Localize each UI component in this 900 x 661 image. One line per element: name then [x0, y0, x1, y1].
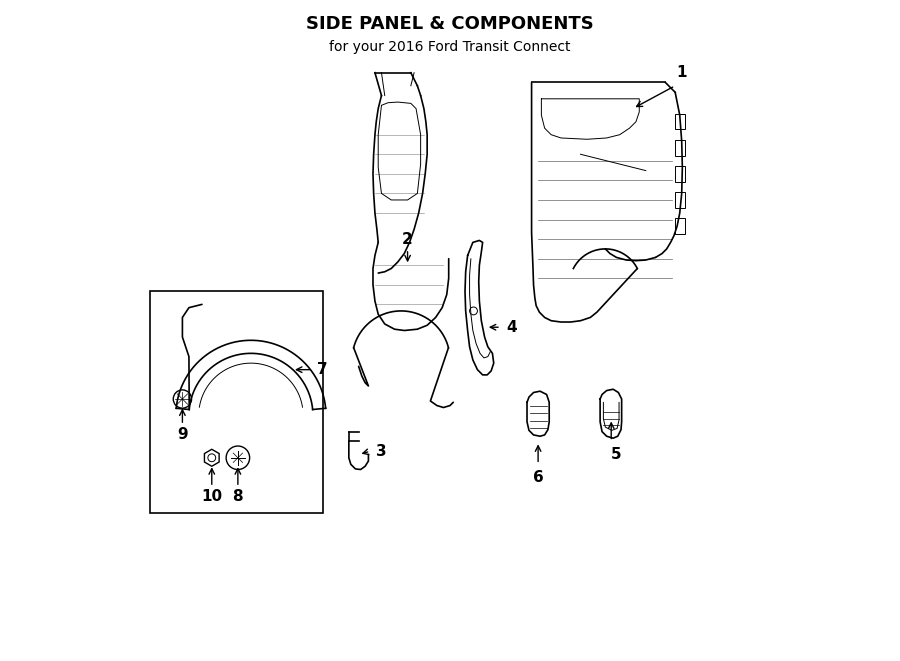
Text: 1: 1: [677, 65, 687, 80]
FancyBboxPatch shape: [675, 218, 685, 234]
Text: 5: 5: [611, 447, 622, 462]
Text: 9: 9: [177, 428, 188, 442]
Text: 7: 7: [318, 362, 328, 377]
Text: 2: 2: [402, 231, 413, 247]
FancyBboxPatch shape: [675, 140, 685, 155]
Text: 3: 3: [376, 444, 387, 459]
Text: SIDE PANEL & COMPONENTS: SIDE PANEL & COMPONENTS: [306, 15, 594, 33]
Bar: [149, 292, 323, 513]
Text: 6: 6: [533, 470, 544, 485]
Text: for your 2016 Ford Transit Connect: for your 2016 Ford Transit Connect: [329, 40, 571, 54]
Text: 8: 8: [232, 489, 243, 504]
FancyBboxPatch shape: [675, 192, 685, 208]
FancyBboxPatch shape: [675, 114, 685, 130]
FancyBboxPatch shape: [675, 166, 685, 182]
Text: 4: 4: [507, 320, 517, 334]
Polygon shape: [204, 449, 219, 466]
Text: 10: 10: [202, 489, 222, 504]
